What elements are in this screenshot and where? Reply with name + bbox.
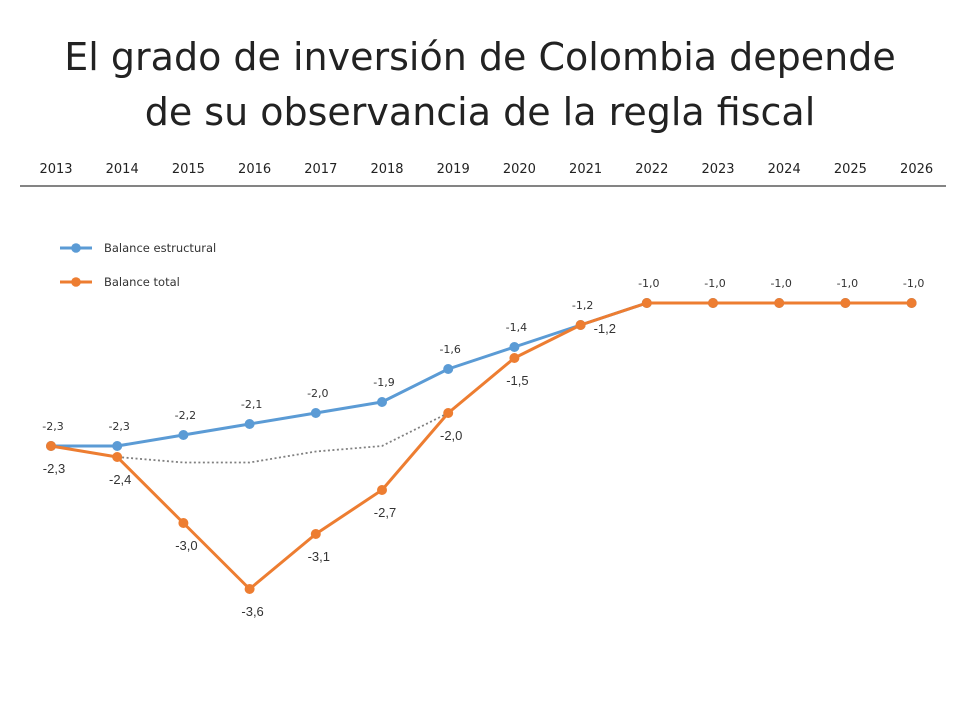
x-tick-label: 2021 — [569, 162, 602, 177]
legend-marker — [71, 243, 81, 253]
data-point — [112, 452, 123, 462]
data-point — [377, 485, 387, 495]
data-point — [377, 397, 387, 407]
data-point — [774, 298, 785, 308]
title-line-2: de su observancia de la regla fiscal — [144, 90, 816, 134]
x-axis: 2013 2014 2015 2016 2017 2018 2019 2020 2021 2022… — [20, 162, 946, 187]
data-label: -1,2 — [594, 321, 616, 336]
x-tick-label: 2017 — [304, 162, 337, 177]
x-tick-label: 2020 — [503, 162, 536, 177]
reference-dotted-line — [50, 412, 449, 464]
data-point — [244, 419, 255, 429]
legend-label: Balance total — [104, 275, 180, 289]
x-tick-label: 2024 — [768, 162, 801, 177]
data-point — [708, 298, 718, 308]
data-point — [46, 441, 56, 451]
data-label: -2,3 — [42, 420, 63, 433]
data-label: -3,1 — [308, 549, 330, 564]
data-label: -1,2 — [572, 299, 593, 312]
x-tick-label: 2019 — [437, 162, 470, 177]
data-point — [443, 408, 454, 418]
series-balance-estructural — [46, 298, 917, 451]
series-line — [50, 301, 912, 591]
data-label: -1,4 — [506, 321, 527, 334]
data-label: -2,7 — [374, 505, 396, 520]
series-line — [51, 301, 912, 448]
data-label: -1,5 — [506, 373, 528, 388]
data-point — [443, 364, 454, 374]
data-point — [641, 298, 652, 308]
x-tick-label: 2022 — [635, 162, 668, 177]
data-label: -2,2 — [175, 409, 196, 422]
data-labels: -2,3 -2,3 -2,2 -2,1 -2,0 -1,9 -1,6 -1,4 -1,2 -1,0… — [42, 277, 924, 619]
data-point — [178, 430, 189, 440]
data-point — [509, 353, 520, 363]
legend: Balance estructural Balance total — [60, 241, 216, 289]
legend-label: Balance estructural — [104, 241, 216, 255]
data-point — [178, 518, 189, 528]
data-label: -2,4 — [109, 472, 131, 487]
title-line-1: El grado de inversión de Colombia depend… — [64, 35, 896, 79]
data-point — [310, 529, 321, 539]
x-tick-label: 2018 — [370, 162, 403, 177]
data-label: -2,0 — [307, 387, 328, 400]
legend-marker — [71, 277, 81, 287]
series-group — [46, 298, 917, 594]
reference-line — [50, 412, 449, 464]
data-point — [310, 408, 321, 418]
data-label: -2,1 — [241, 398, 262, 411]
series-balance-total — [46, 298, 917, 594]
x-tick-label: 2013 — [39, 162, 72, 177]
data-label: -1,6 — [439, 343, 460, 356]
data-label: -2,3 — [108, 420, 129, 433]
data-label: -1,0 — [704, 277, 725, 290]
slide-title: El grado de inversión de Colombia depend… — [0, 30, 960, 140]
data-point — [112, 441, 123, 451]
data-label: -3,6 — [241, 604, 263, 619]
data-point — [509, 342, 520, 352]
data-point — [575, 320, 586, 330]
x-tick-label: 2023 — [701, 162, 734, 177]
x-tick-label: 2016 — [238, 162, 271, 177]
data-label: -1,0 — [837, 277, 858, 290]
data-label: -1,0 — [770, 277, 791, 290]
x-tick-label: 2025 — [834, 162, 867, 177]
data-label: -2,3 — [43, 461, 65, 476]
data-label: -2,0 — [440, 428, 462, 443]
x-tick-label: 2015 — [172, 162, 205, 177]
data-point — [840, 298, 851, 308]
data-label: -1,0 — [638, 277, 659, 290]
data-point — [906, 298, 917, 308]
x-tick-label: 2026 — [900, 162, 933, 177]
data-label: -1,9 — [373, 376, 394, 389]
data-point — [244, 584, 255, 594]
data-label: -3,0 — [175, 538, 197, 553]
x-tick-label: 2014 — [106, 162, 139, 177]
data-label: -1,0 — [903, 277, 924, 290]
